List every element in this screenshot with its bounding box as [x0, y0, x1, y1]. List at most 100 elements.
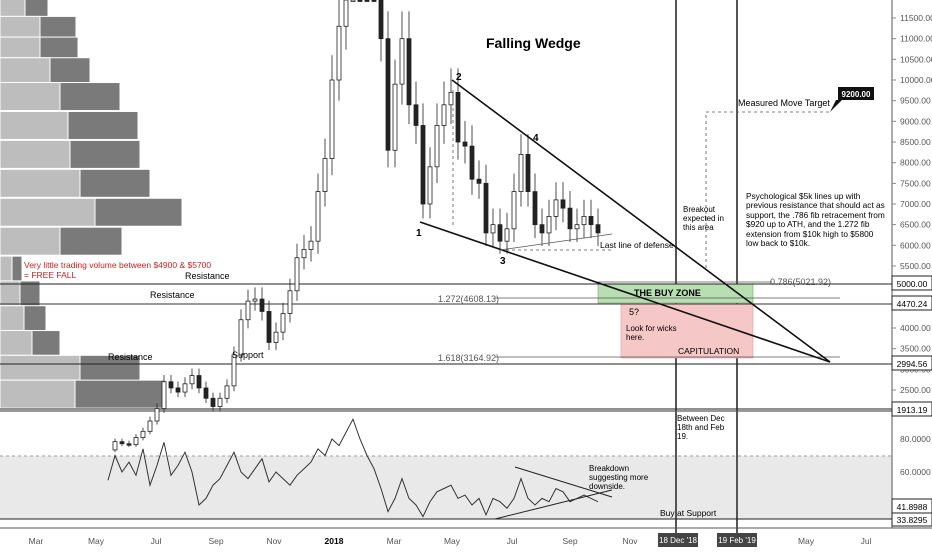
price-tick-label: 4000.00: [900, 323, 931, 333]
capitulation-label: CAPITULATION: [678, 346, 739, 356]
time-tick-label: May: [798, 536, 815, 546]
candle-body: [511, 191, 517, 230]
breakdown-note: Breakdown suggesting more downside.: [589, 464, 649, 491]
wave-label-2: 2: [456, 72, 462, 83]
psychological-note-box: Psychological $5k lines up with previous…: [746, 192, 885, 249]
candle-body: [210, 397, 216, 407]
candle-body: [392, 83, 398, 151]
volume-note: Very little trading volume between $4900…: [24, 261, 212, 280]
candle-body: [518, 153, 524, 192]
measured-move-label: Measured Move Target: [738, 98, 830, 108]
volume-bar-inner: [0, 305, 25, 335]
date-box-dec: [658, 533, 698, 547]
price-tick-label: 5500.00: [900, 261, 931, 271]
candle-body: [553, 199, 559, 217]
candle-body: [217, 397, 223, 407]
buy-zone-label: THE BUY ZONE: [634, 288, 701, 298]
price-label-box-1913: [891, 401, 932, 417]
price-tick-label: 8000.00: [900, 158, 931, 168]
candle-body: [266, 311, 272, 343]
candle-body: [371, 0, 377, 2]
candle-body: [343, 0, 349, 27]
psychological-note: Psychological $5k lines up with previous…: [746, 192, 885, 249]
wave-label-1: 1: [416, 228, 422, 239]
breakout-note: Breakout expected in this area: [683, 205, 724, 232]
candle-body: [567, 207, 573, 230]
volume-bar-inner: [0, 82, 61, 112]
volume-note-box: Very little trading volume between $4900…: [24, 261, 212, 280]
time-tick-label: Mar: [387, 536, 402, 546]
time-tick-label: May: [88, 536, 105, 546]
wedge-upper-line: [451, 79, 831, 363]
resistance-label-1: Resistance: [185, 271, 230, 281]
candle-body: [280, 313, 286, 333]
volume-bar-inner: [0, 197, 96, 227]
candle-body: [273, 331, 279, 343]
candle-body: [574, 224, 580, 230]
resistance-label-2: Resistance: [150, 290, 195, 300]
candle-body: [245, 300, 251, 321]
candle-body: [168, 381, 174, 389]
price-tick-label: 11500.00: [900, 13, 932, 23]
price-tick-label: 8500.00: [900, 137, 931, 147]
price-candles: [112, 0, 601, 453]
candle-body: [126, 443, 132, 446]
candle-body: [539, 224, 545, 234]
wave-label-3: 3: [500, 256, 506, 267]
price-label-4470: 4470.24: [897, 299, 928, 309]
price-label-5000: 5000.00: [897, 279, 928, 289]
fib-label-1618: 1.618(3164.92): [438, 353, 499, 363]
rsi-triangle-bottom: [494, 489, 613, 520]
candle-body: [546, 215, 552, 234]
wave-label-5: 5?: [629, 307, 639, 317]
candle-body: [532, 191, 538, 226]
candle-body: [406, 38, 412, 106]
candle-body: [133, 437, 139, 445]
volume-bar-inner: [0, 379, 76, 409]
buy-support-label: Buy at Support: [660, 508, 717, 518]
candle-body: [441, 104, 447, 126]
date-label-dec: 18 Dec '18: [659, 536, 698, 545]
candle-body: [336, 25, 342, 81]
candle-body: [112, 441, 118, 451]
price-tick-label: 10000.00: [900, 75, 932, 85]
time-tick-label: Nov: [622, 536, 638, 546]
between-note-box: Between Dec 18th and Feb 19.: [677, 414, 725, 441]
candle-body: [301, 249, 307, 259]
price-tick-label: 9000.00: [900, 116, 931, 126]
wicks-note-box: Look for wicks here.: [626, 324, 677, 342]
candle-body: [588, 215, 594, 226]
volume-bar-inner: [0, 255, 13, 285]
candle-body: [252, 298, 258, 302]
time-tick-label: 2018: [325, 536, 344, 546]
candle-body: [581, 215, 587, 226]
target-label: 9200.00: [842, 90, 871, 99]
price-tick-label: 9500.00: [900, 96, 931, 106]
price-label-2994: 2994.56: [897, 359, 928, 369]
wicks-note: Look for wicks here.: [626, 324, 677, 342]
time-tick-label: Nov: [266, 536, 282, 546]
rsi-label-box-33: [891, 512, 932, 527]
time-tick-label: Jul: [861, 536, 872, 546]
candle-body: [350, 0, 356, 2]
rsi-tick-60: 60.0000: [900, 467, 931, 477]
breakout-note-box: Breakout expected in this area: [683, 205, 724, 232]
price-axis: 11500.00 11000.00 10500.00 10000.00 9500.00 9…: [892, 13, 932, 395]
candle-body: [315, 191, 321, 242]
resistance-label-3: Resistance: [108, 352, 153, 362]
candle-body: [147, 420, 153, 432]
date-box-feb: [717, 533, 757, 547]
time-tick-label: Jul: [151, 536, 162, 546]
price-tick-label: 11000.00: [900, 34, 932, 44]
volume-bar-inner: [0, 57, 51, 87]
candle-body: [504, 228, 510, 242]
candle-body: [560, 199, 566, 209]
price-tick-label: 3500.00: [900, 344, 931, 354]
candle-body: [287, 290, 293, 314]
candle-body: [231, 354, 237, 387]
fib-label-0786: 0.786(5021.92): [770, 277, 831, 287]
rsi-triangle-top: [514, 466, 613, 498]
candle-body: [140, 430, 146, 438]
volume-bar-inner: [0, 330, 33, 360]
